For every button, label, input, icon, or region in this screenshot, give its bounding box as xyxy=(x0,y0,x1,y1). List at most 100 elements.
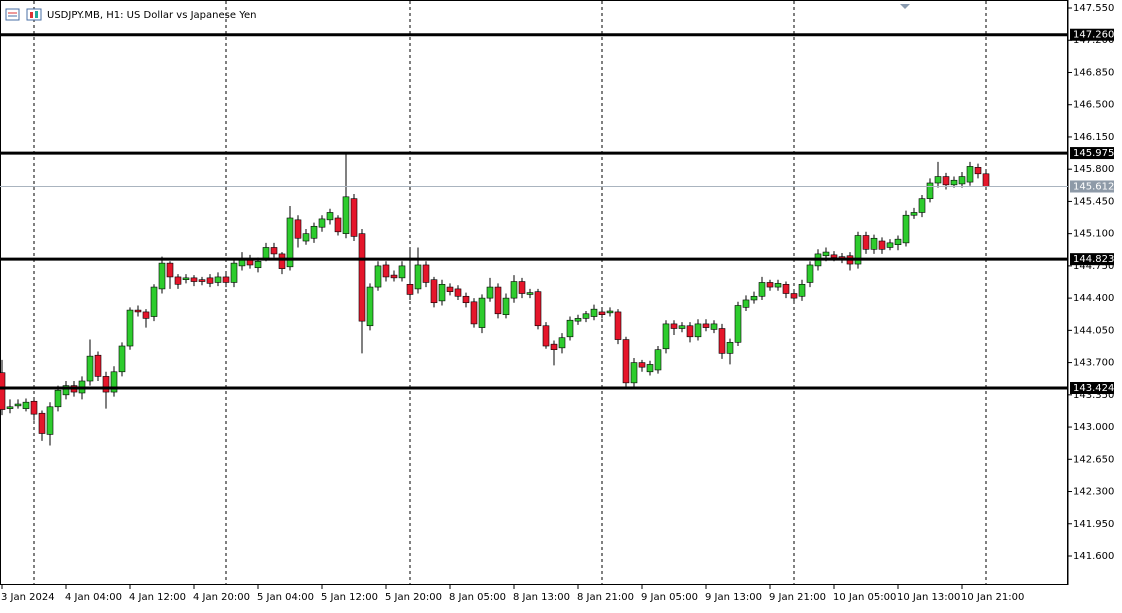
candle-body xyxy=(750,295,758,301)
candle-body xyxy=(326,212,334,221)
candle-body xyxy=(558,337,566,349)
y-tick-label: 145.450 xyxy=(1073,196,1114,207)
level-label-box xyxy=(1070,28,1114,41)
candle-body xyxy=(702,323,710,328)
candle-body xyxy=(6,406,14,409)
candle-body xyxy=(14,403,22,407)
candle-body xyxy=(670,323,678,329)
last-price-label: 145.612 xyxy=(1073,181,1114,192)
candle-body xyxy=(230,262,238,283)
candle-body xyxy=(430,279,438,304)
candle-body xyxy=(782,284,790,294)
candle-body xyxy=(694,323,702,338)
candle-body xyxy=(830,254,838,258)
candle-body xyxy=(294,219,302,239)
candle-body xyxy=(126,309,134,347)
candle-body xyxy=(118,345,126,373)
candle-body xyxy=(222,276,230,283)
candle-body xyxy=(46,406,54,435)
candle-body xyxy=(790,293,798,299)
icon[interactable] xyxy=(26,8,42,21)
y-tick-label: 146.500 xyxy=(1073,100,1114,111)
candle-body xyxy=(502,297,510,315)
candle-body xyxy=(582,313,590,319)
candle-body xyxy=(414,264,422,290)
candle-body xyxy=(286,217,294,268)
x-tick-label: 10 Jan 13:00 xyxy=(897,592,960,603)
candle-body xyxy=(982,173,990,187)
level-label-box xyxy=(1070,147,1114,160)
chart-title: USDJPY.MB, H1: US Dollar vs Japanese Yen xyxy=(47,10,256,21)
y-tick-label: 147.550 xyxy=(1073,3,1114,14)
candle-body xyxy=(174,276,182,285)
candle-body xyxy=(22,401,30,409)
candle-body xyxy=(142,311,150,319)
candle-body xyxy=(62,385,70,396)
candle-body xyxy=(774,283,782,288)
candle-body xyxy=(342,196,350,234)
x-tick-label: 10 Jan 05:00 xyxy=(833,592,896,603)
candle-body xyxy=(366,286,374,327)
y-tick-label: 143.700 xyxy=(1073,358,1114,369)
candle-body xyxy=(822,251,830,257)
shift-marker[interactable] xyxy=(900,4,910,9)
candle-body xyxy=(454,288,462,297)
candle-body xyxy=(214,276,222,283)
candle-body xyxy=(894,238,902,246)
candle-body xyxy=(182,277,190,280)
candle-body xyxy=(638,362,646,368)
candle-body xyxy=(262,247,270,259)
y-tick-label: 144.050 xyxy=(1073,325,1114,336)
marks xyxy=(0,152,990,446)
candle-body xyxy=(94,354,102,377)
x-tick-label: 8 Jan 13:00 xyxy=(513,592,570,603)
candle-body xyxy=(710,323,718,330)
candle-body xyxy=(590,308,598,317)
candle-body xyxy=(630,362,638,384)
x-tick-label: 8 Jan 05:00 xyxy=(449,592,506,603)
y-tick-label: 142.650 xyxy=(1073,454,1114,465)
candle-body xyxy=(206,277,214,284)
candle-body xyxy=(110,371,118,393)
candle-body xyxy=(550,343,558,350)
level-label-box xyxy=(1070,253,1114,266)
y-tick-label: 141.600 xyxy=(1073,551,1114,562)
candle-body xyxy=(422,264,430,283)
y-tick-label: 143.000 xyxy=(1073,422,1114,433)
candle-body xyxy=(742,299,750,308)
candle-body xyxy=(350,198,358,237)
candle-body xyxy=(398,265,406,279)
y-tick-label: 141.950 xyxy=(1073,519,1114,530)
candle-body xyxy=(758,282,766,297)
icon[interactable] xyxy=(5,8,20,21)
candle-body xyxy=(462,295,470,304)
candle-body xyxy=(318,218,326,228)
candle-body xyxy=(382,264,390,278)
candle-body xyxy=(678,325,686,329)
candle-body xyxy=(526,292,534,295)
candle-body xyxy=(574,318,582,322)
y-tick-label: 142.300 xyxy=(1073,487,1114,498)
symbol-icons[interactable] xyxy=(5,8,42,21)
candle-body xyxy=(878,240,886,250)
candle-body xyxy=(950,179,958,186)
candle-body xyxy=(518,281,526,294)
y-tick-label: 146.850 xyxy=(1073,67,1114,78)
candle-body xyxy=(390,274,398,279)
x-tick-label: 3 Jan 2024 xyxy=(1,592,55,603)
candle-body xyxy=(510,281,518,299)
candle-body xyxy=(406,284,414,295)
candle-body xyxy=(854,235,862,265)
candle-body xyxy=(926,182,934,199)
candle-body xyxy=(166,262,174,278)
level-label: 144.823 xyxy=(1073,254,1114,265)
candle-body xyxy=(310,225,318,239)
candle-body xyxy=(974,167,982,175)
candle-body xyxy=(942,176,950,186)
x-tick-label: 9 Jan 13:00 xyxy=(705,592,762,603)
level-label-box xyxy=(1070,382,1114,395)
candle-body xyxy=(806,264,814,283)
candle-body xyxy=(606,310,614,314)
